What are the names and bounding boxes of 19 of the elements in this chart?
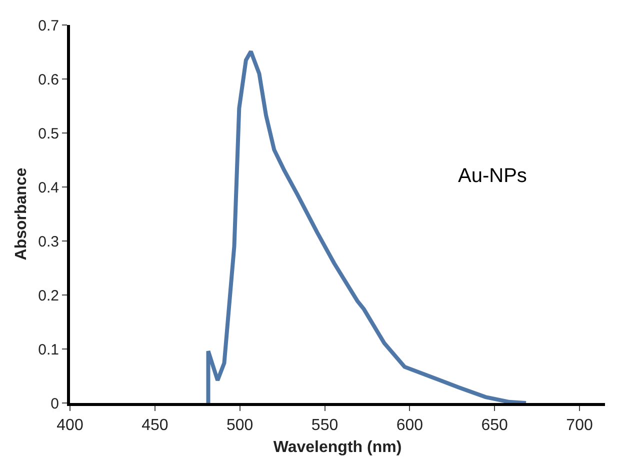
x-tick-label: 700 [566,417,593,434]
x-axis-title: Wavelength (nm) [273,438,402,456]
x-tick-label: 400 [56,417,84,434]
x-tick-label: 600 [396,417,424,434]
x-tick-label: 550 [311,417,338,434]
annotation: Au-NPs [458,165,527,187]
y-tick-label: 0 [50,395,59,412]
y-tick-label: 0.6 [38,71,59,88]
x-tick-label: 650 [481,417,508,434]
y-tick-label: 0.4 [38,179,59,196]
y-tick-label: 0.2 [38,287,59,304]
y-tick-label: 0.1 [38,341,59,358]
x-tick-label: 450 [142,417,168,434]
line-series [206,49,528,403]
y-tick-label: 0.7 [38,17,59,34]
y-tick-label: 0.3 [38,233,59,250]
y-tick-label: 0.5 [38,125,59,142]
x-tick-label: 500 [226,417,254,434]
y-axis-title: Absorbance [13,168,30,260]
